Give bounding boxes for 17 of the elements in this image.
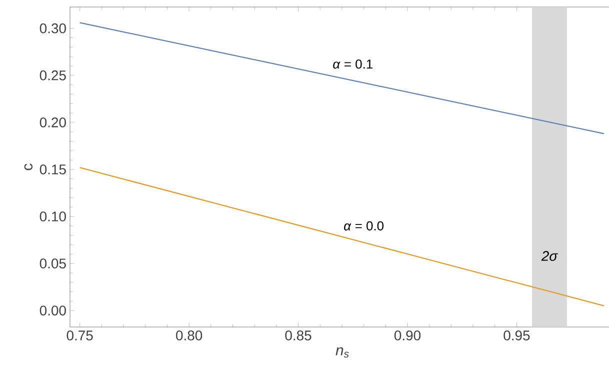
annotation: α = 0.0 — [344, 221, 384, 230]
y-tick-label: 0.15 — [40, 164, 66, 174]
y-tick-label: 0.20 — [40, 117, 66, 128]
x-tick-label: 0.95 — [504, 330, 530, 340]
x-tick-label: 0.85 — [285, 330, 312, 340]
y-tick-label: 0.05 — [40, 258, 66, 268]
y-tick-label: 0.00 — [40, 306, 66, 316]
y-axis-title: c — [24, 164, 32, 170]
x-axis-title: n$_{s}$ — [336, 347, 349, 358]
x-tick-label: 0.75 — [66, 330, 93, 340]
x-tick-label: 0.90 — [394, 330, 421, 340]
y-tick-label: 0.10 — [40, 212, 66, 222]
x-tick-label: 0.80 — [176, 330, 202, 340]
y-tick-label: 0.30 — [40, 23, 66, 34]
y-tick-label: 0.25 — [40, 70, 66, 80]
band-label: 2σ — [541, 251, 558, 261]
annotation: α = 0.1 — [333, 60, 372, 69]
